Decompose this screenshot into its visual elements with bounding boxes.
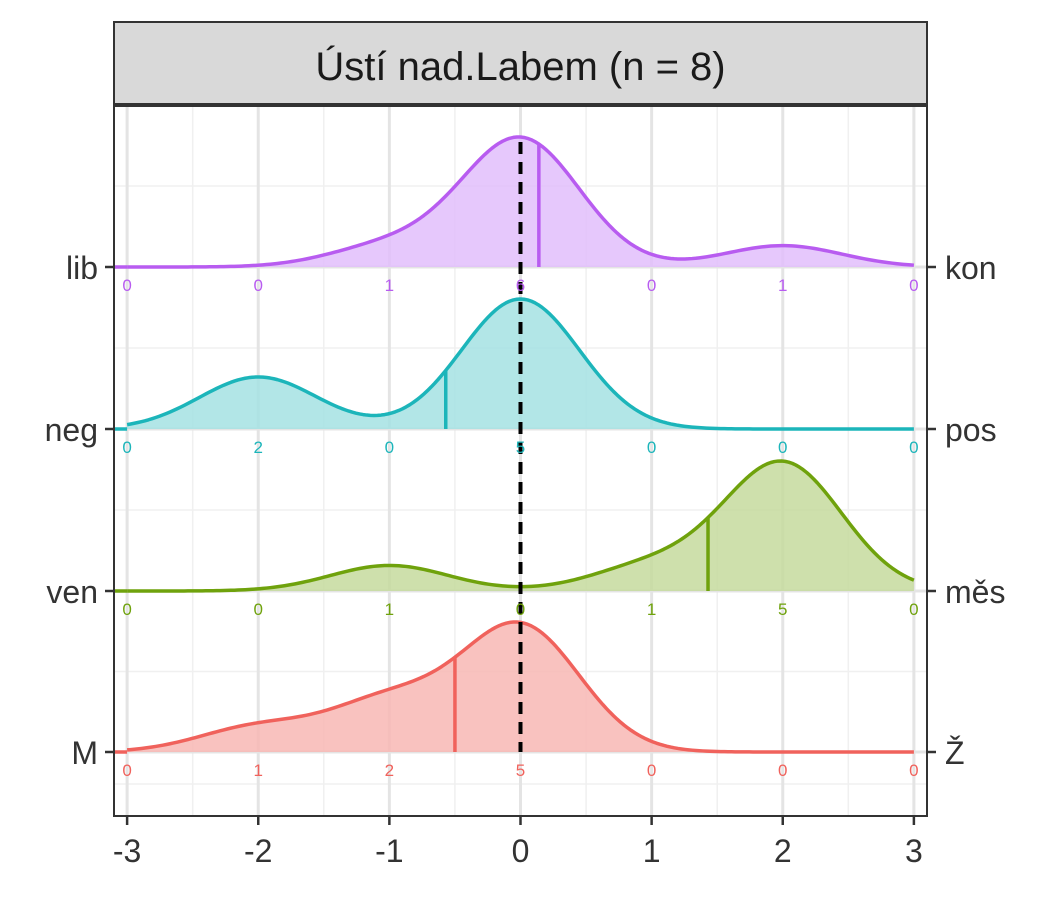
x-tick-label: -2 [244, 833, 272, 869]
count-labels: 0 0 1 6 0 1 0 0 2 0 5 0 0 0 0 0 1 0 1 5 0 0 1 2 5 0 0 0 [122, 276, 918, 780]
count-label: 1 [647, 600, 656, 619]
x-tick-label: 0 [512, 833, 530, 869]
count-label: 0 [122, 600, 131, 619]
x-tick-label: -3 [113, 833, 141, 869]
count-label: 2 [254, 438, 263, 457]
x-tick-label: -1 [375, 833, 403, 869]
right-axis-label: kon [945, 250, 997, 286]
axes: -3 -2 -1 0 1 2 3 lib kon neg pos ven měs M Ž [45, 250, 1006, 869]
right-axis-label: pos [945, 412, 997, 448]
count-label: 0 [122, 761, 131, 780]
left-axis-label: M [71, 735, 98, 771]
count-label: 0 [778, 438, 787, 457]
count-label: 1 [385, 276, 394, 295]
count-label: 0 [122, 276, 131, 295]
count-label: 6 [516, 276, 525, 295]
facet-strip [113, 21, 928, 105]
count-label: 5 [516, 761, 525, 780]
right-axis-label: Ž [945, 735, 965, 771]
count-label: 1 [778, 276, 787, 295]
count-label: 0 [122, 438, 131, 457]
count-label: 0 [254, 276, 263, 295]
ridge-line [126, 297, 914, 431]
facet-title: Ústí nad.Labem (n = 8) [315, 44, 725, 89]
ridge-line [127, 135, 915, 269]
left-axis-label: ven [46, 574, 98, 610]
count-label: 0 [909, 761, 918, 780]
count-label: 0 [647, 761, 656, 780]
count-label: 5 [516, 438, 525, 457]
left-axis-label: neg [45, 412, 98, 448]
x-tick-label: 1 [643, 833, 661, 869]
count-label: 0 [254, 600, 263, 619]
left-axis-label: lib [66, 250, 98, 286]
count-label: 1 [385, 600, 394, 619]
count-label: 0 [909, 600, 918, 619]
x-tick-label: 3 [905, 833, 923, 869]
ridge-area [127, 461, 914, 591]
count-label: 2 [385, 761, 394, 780]
count-label: 0 [909, 438, 918, 457]
right-axis-label: měs [945, 574, 1005, 610]
count-label: 0 [385, 438, 394, 457]
count-label: 1 [254, 761, 263, 780]
count-label: 0 [647, 438, 656, 457]
x-tick-label: 2 [774, 833, 792, 869]
count-label: 0 [909, 276, 918, 295]
count-label: 0 [647, 276, 656, 295]
count-label: 0 [516, 600, 525, 619]
count-label: 5 [778, 600, 787, 619]
count-label: 0 [778, 761, 787, 780]
